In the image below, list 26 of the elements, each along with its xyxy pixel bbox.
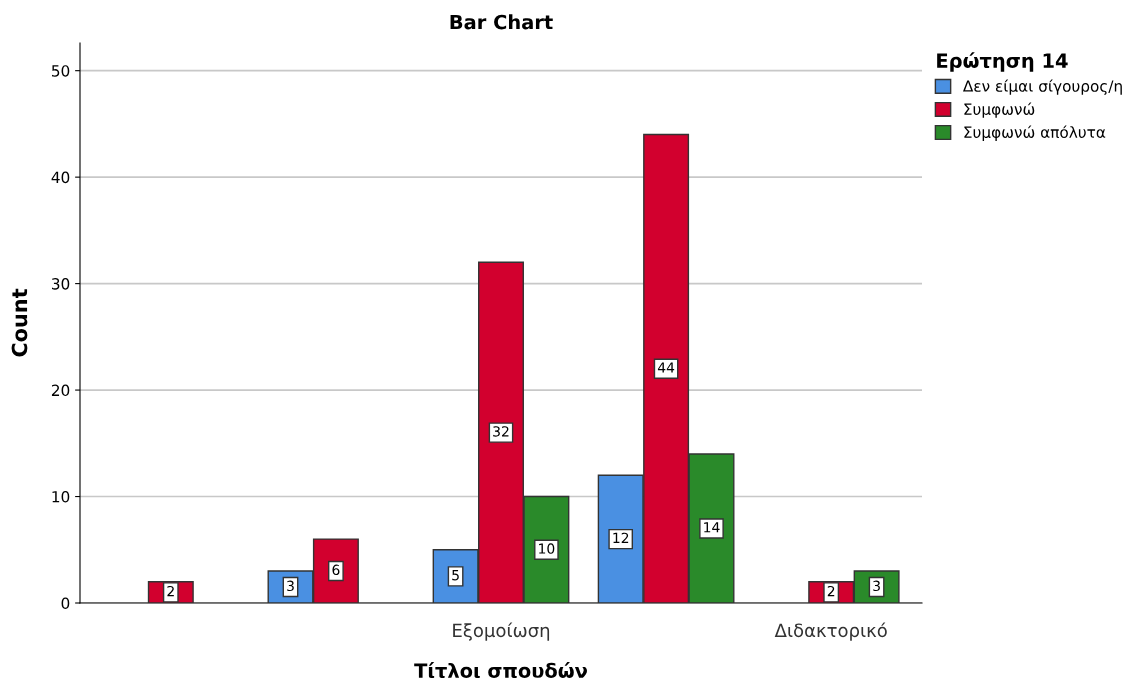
legend-label: Συμφωνώ απόλυτα [964,125,1106,141]
data-label: 44 [657,362,675,373]
y-tick-label: 20 [51,384,70,397]
y-tick-label: 0 [61,597,70,610]
y-tick-label: 50 [52,65,70,77]
data-label: 3 [287,580,294,592]
data-label: 3 [873,580,880,592]
data-label: 12 [613,532,629,543]
data-label: 14 [704,522,720,533]
y-tick-label: 10 [52,491,70,503]
data-label: 2 [167,585,174,597]
chart-title: Bar Chart [450,14,553,30]
x-tick-label: Διδακτορικό [774,622,887,641]
y-tick-label: 30 [52,278,70,290]
y-tick-label: 40 [51,171,70,184]
x-axis-title: Τίτλοι σπουδών [414,662,587,679]
data-label: 5 [452,570,459,581]
data-label: 10 [539,543,555,554]
data-label: 32 [493,426,509,437]
data-label: 2 [827,585,835,597]
legend-label: Συμφωνώ [964,102,1035,118]
legend-title: Ερώτηση 14 [937,52,1068,72]
y-axis-title: Count [11,288,28,357]
x-tick-label: Εξομοίωση [453,622,550,641]
legend-label: Δεν είμαι σίγουρος/η [963,79,1122,95]
data-label: 6 [332,564,340,576]
